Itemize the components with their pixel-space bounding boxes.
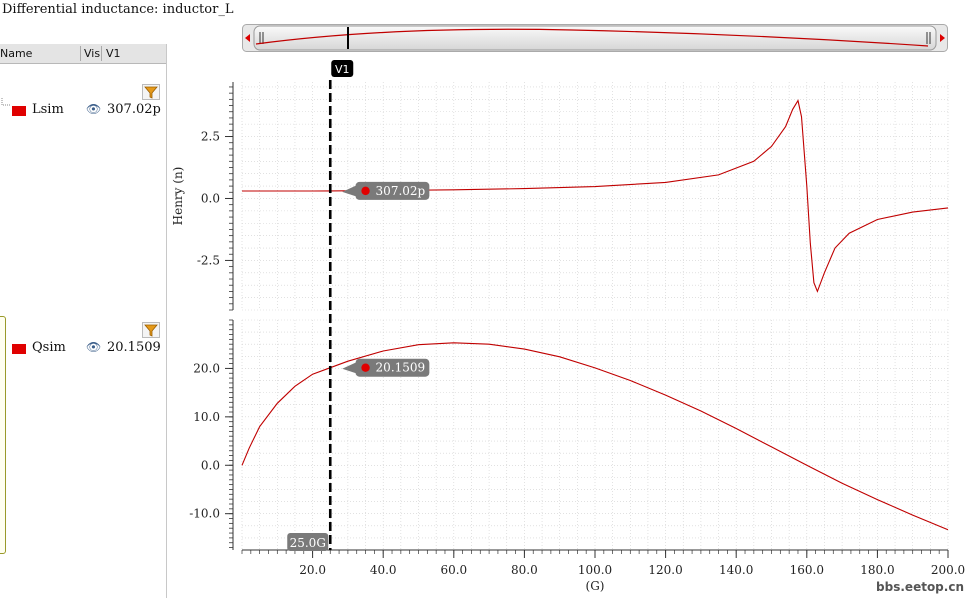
- color-swatch[interactable]: [12, 344, 26, 354]
- column-header-vis[interactable]: Vis: [84, 47, 101, 60]
- x-tick-label: 140.0: [719, 563, 753, 577]
- legend-header: Name Vis V1: [0, 44, 166, 64]
- y-tick-label: -2.5: [197, 253, 220, 267]
- callout-pointer: [342, 184, 358, 197]
- callout-box: [355, 358, 430, 377]
- scroll-right-icon[interactable]: [940, 34, 945, 42]
- x-tick-label: 200.0: [931, 563, 965, 577]
- eye-icon[interactable]: 👁: [86, 340, 102, 354]
- series-line-qsim[interactable]: [241, 342, 949, 531]
- column-divider[interactable]: [101, 46, 102, 61]
- legend-row-qsim[interactable]: Qsim 👁 20.1509: [0, 339, 166, 359]
- marker-dot[interactable]: [361, 186, 370, 196]
- marker-dot[interactable]: [361, 363, 370, 372]
- scrollbar-thumb[interactable]: [253, 25, 937, 51]
- cursor-label: V1: [335, 63, 350, 76]
- cursor-value: 307.02p: [107, 102, 161, 117]
- filter-icon[interactable]: [142, 84, 160, 100]
- y-tick-label: 0.0: [201, 191, 220, 205]
- cursor-x-badge: [287, 533, 329, 551]
- y-tick-label: 2.5: [201, 130, 220, 144]
- waveform-plot[interactable]: 2.5 0.0 -2.5 Henry (n) 307.02p 20.0 10.0 0.0 -10…: [166, 56, 970, 598]
- cursor-x-label: 25.0G: [290, 536, 326, 550]
- window-title: Differential inductance: inductor_L: [2, 2, 234, 17]
- strip-1[interactable]: 2.5 0.0 -2.5 Henry (n) 307.02p: [171, 82, 949, 311]
- trace-name: Lsim: [32, 102, 64, 117]
- eye-icon[interactable]: 👁: [86, 102, 102, 116]
- x-tick-label: 20.0: [299, 563, 326, 577]
- marker-callout[interactable]: 20.1509: [342, 358, 430, 377]
- strip-2[interactable]: 20.0 10.0 0.0 -10.0 20.1509: [189, 319, 949, 551]
- x-tick-label: 100.0: [578, 563, 612, 577]
- x-tick-label: 120.0: [648, 563, 682, 577]
- column-header-name[interactable]: Name: [0, 47, 33, 60]
- y-tick-label: 0.0: [201, 458, 220, 472]
- x-tick-label: 180.0: [860, 563, 894, 577]
- y-tick-label: 10.0: [193, 410, 220, 424]
- legend-panel: Name Vis V1 Lsim 👁 307.02p Qsim 👁 20.150…: [0, 44, 167, 598]
- strip-selection-bar[interactable]: [0, 316, 6, 554]
- y-tick-label: 20.0: [193, 361, 220, 375]
- callout-pointer: [342, 361, 358, 374]
- column-header-v1[interactable]: V1: [106, 47, 121, 60]
- x-tick-label: 40.0: [370, 563, 397, 577]
- filter-icon[interactable]: [142, 322, 160, 338]
- overview-scrollbar[interactable]: [242, 24, 948, 52]
- cursor-value: 20.1509: [107, 340, 161, 355]
- trace-name: Qsim: [32, 340, 66, 355]
- tree-connector: [1, 98, 10, 106]
- marker-label: 20.1509: [376, 361, 426, 375]
- y-axis-label: Henry (n): [171, 167, 185, 226]
- marker-callout[interactable]: 307.02p: [342, 181, 430, 200]
- watermark: bbs.eetop.cn: [876, 580, 964, 594]
- grip-icon[interactable]: [259, 32, 931, 44]
- callout-box: [355, 181, 430, 200]
- x-axis-label: (G): [586, 579, 605, 593]
- y-tick-label: -10.0: [189, 507, 220, 521]
- x-tick-label: 160.0: [790, 563, 824, 577]
- cursor-handle[interactable]: [331, 60, 354, 77]
- scroll-left-icon[interactable]: [245, 34, 250, 42]
- x-tick-label: 60.0: [440, 563, 467, 577]
- color-swatch[interactable]: [12, 106, 26, 116]
- marker-label: 307.02p: [376, 184, 426, 198]
- legend-row-lsim[interactable]: Lsim 👁 307.02p: [0, 101, 166, 121]
- column-divider[interactable]: [80, 46, 81, 61]
- x-tick-label: 80.0: [511, 563, 538, 577]
